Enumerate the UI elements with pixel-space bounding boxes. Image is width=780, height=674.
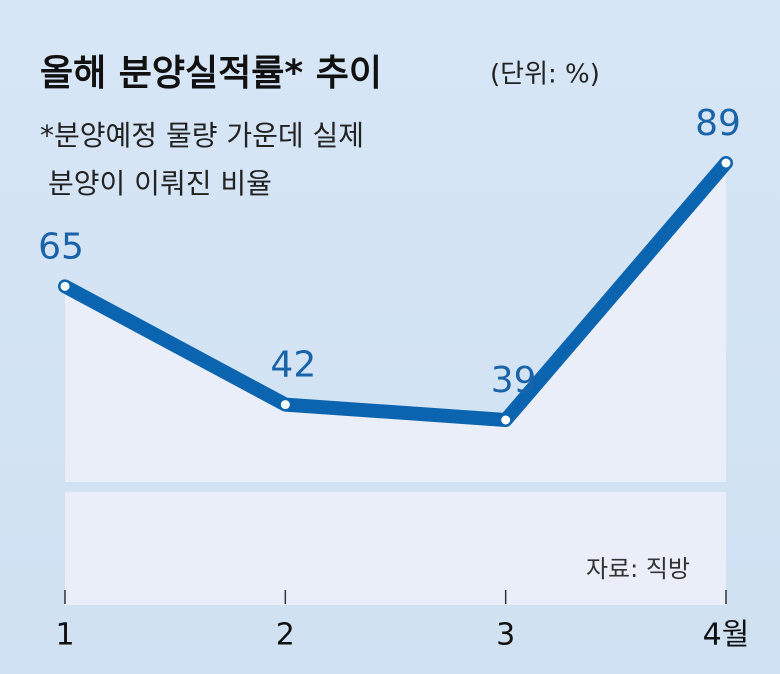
note: *분양예정 물량 가운데 실제 — [40, 119, 364, 152]
plot-area: 1 2 3 4월 65 42 39 89 — [38, 103, 749, 653]
x-tick-label: 2 — [276, 618, 295, 653]
chart-subtitle: (단위: %) — [490, 60, 600, 90]
note: 분양이 이뤄진 비율 — [48, 167, 272, 200]
x-tick-label: 4월 — [703, 618, 750, 653]
point — [278, 398, 292, 412]
x-tick-label: 3 — [496, 618, 515, 653]
chart-title: 올해 분양실적률* 추이 — [40, 53, 382, 94]
value-label: 39 — [491, 360, 537, 401]
value-label: 89 — [695, 103, 741, 144]
plot-band — [65, 492, 726, 605]
point — [719, 156, 733, 170]
x-tick-label: 1 — [55, 618, 74, 653]
area — [65, 163, 726, 482]
source: 자료: 직방 — [586, 555, 690, 583]
value-label: 65 — [38, 226, 84, 267]
point — [499, 413, 513, 427]
point — [58, 279, 72, 293]
value-label: 42 — [270, 345, 316, 386]
line — [58, 156, 733, 427]
